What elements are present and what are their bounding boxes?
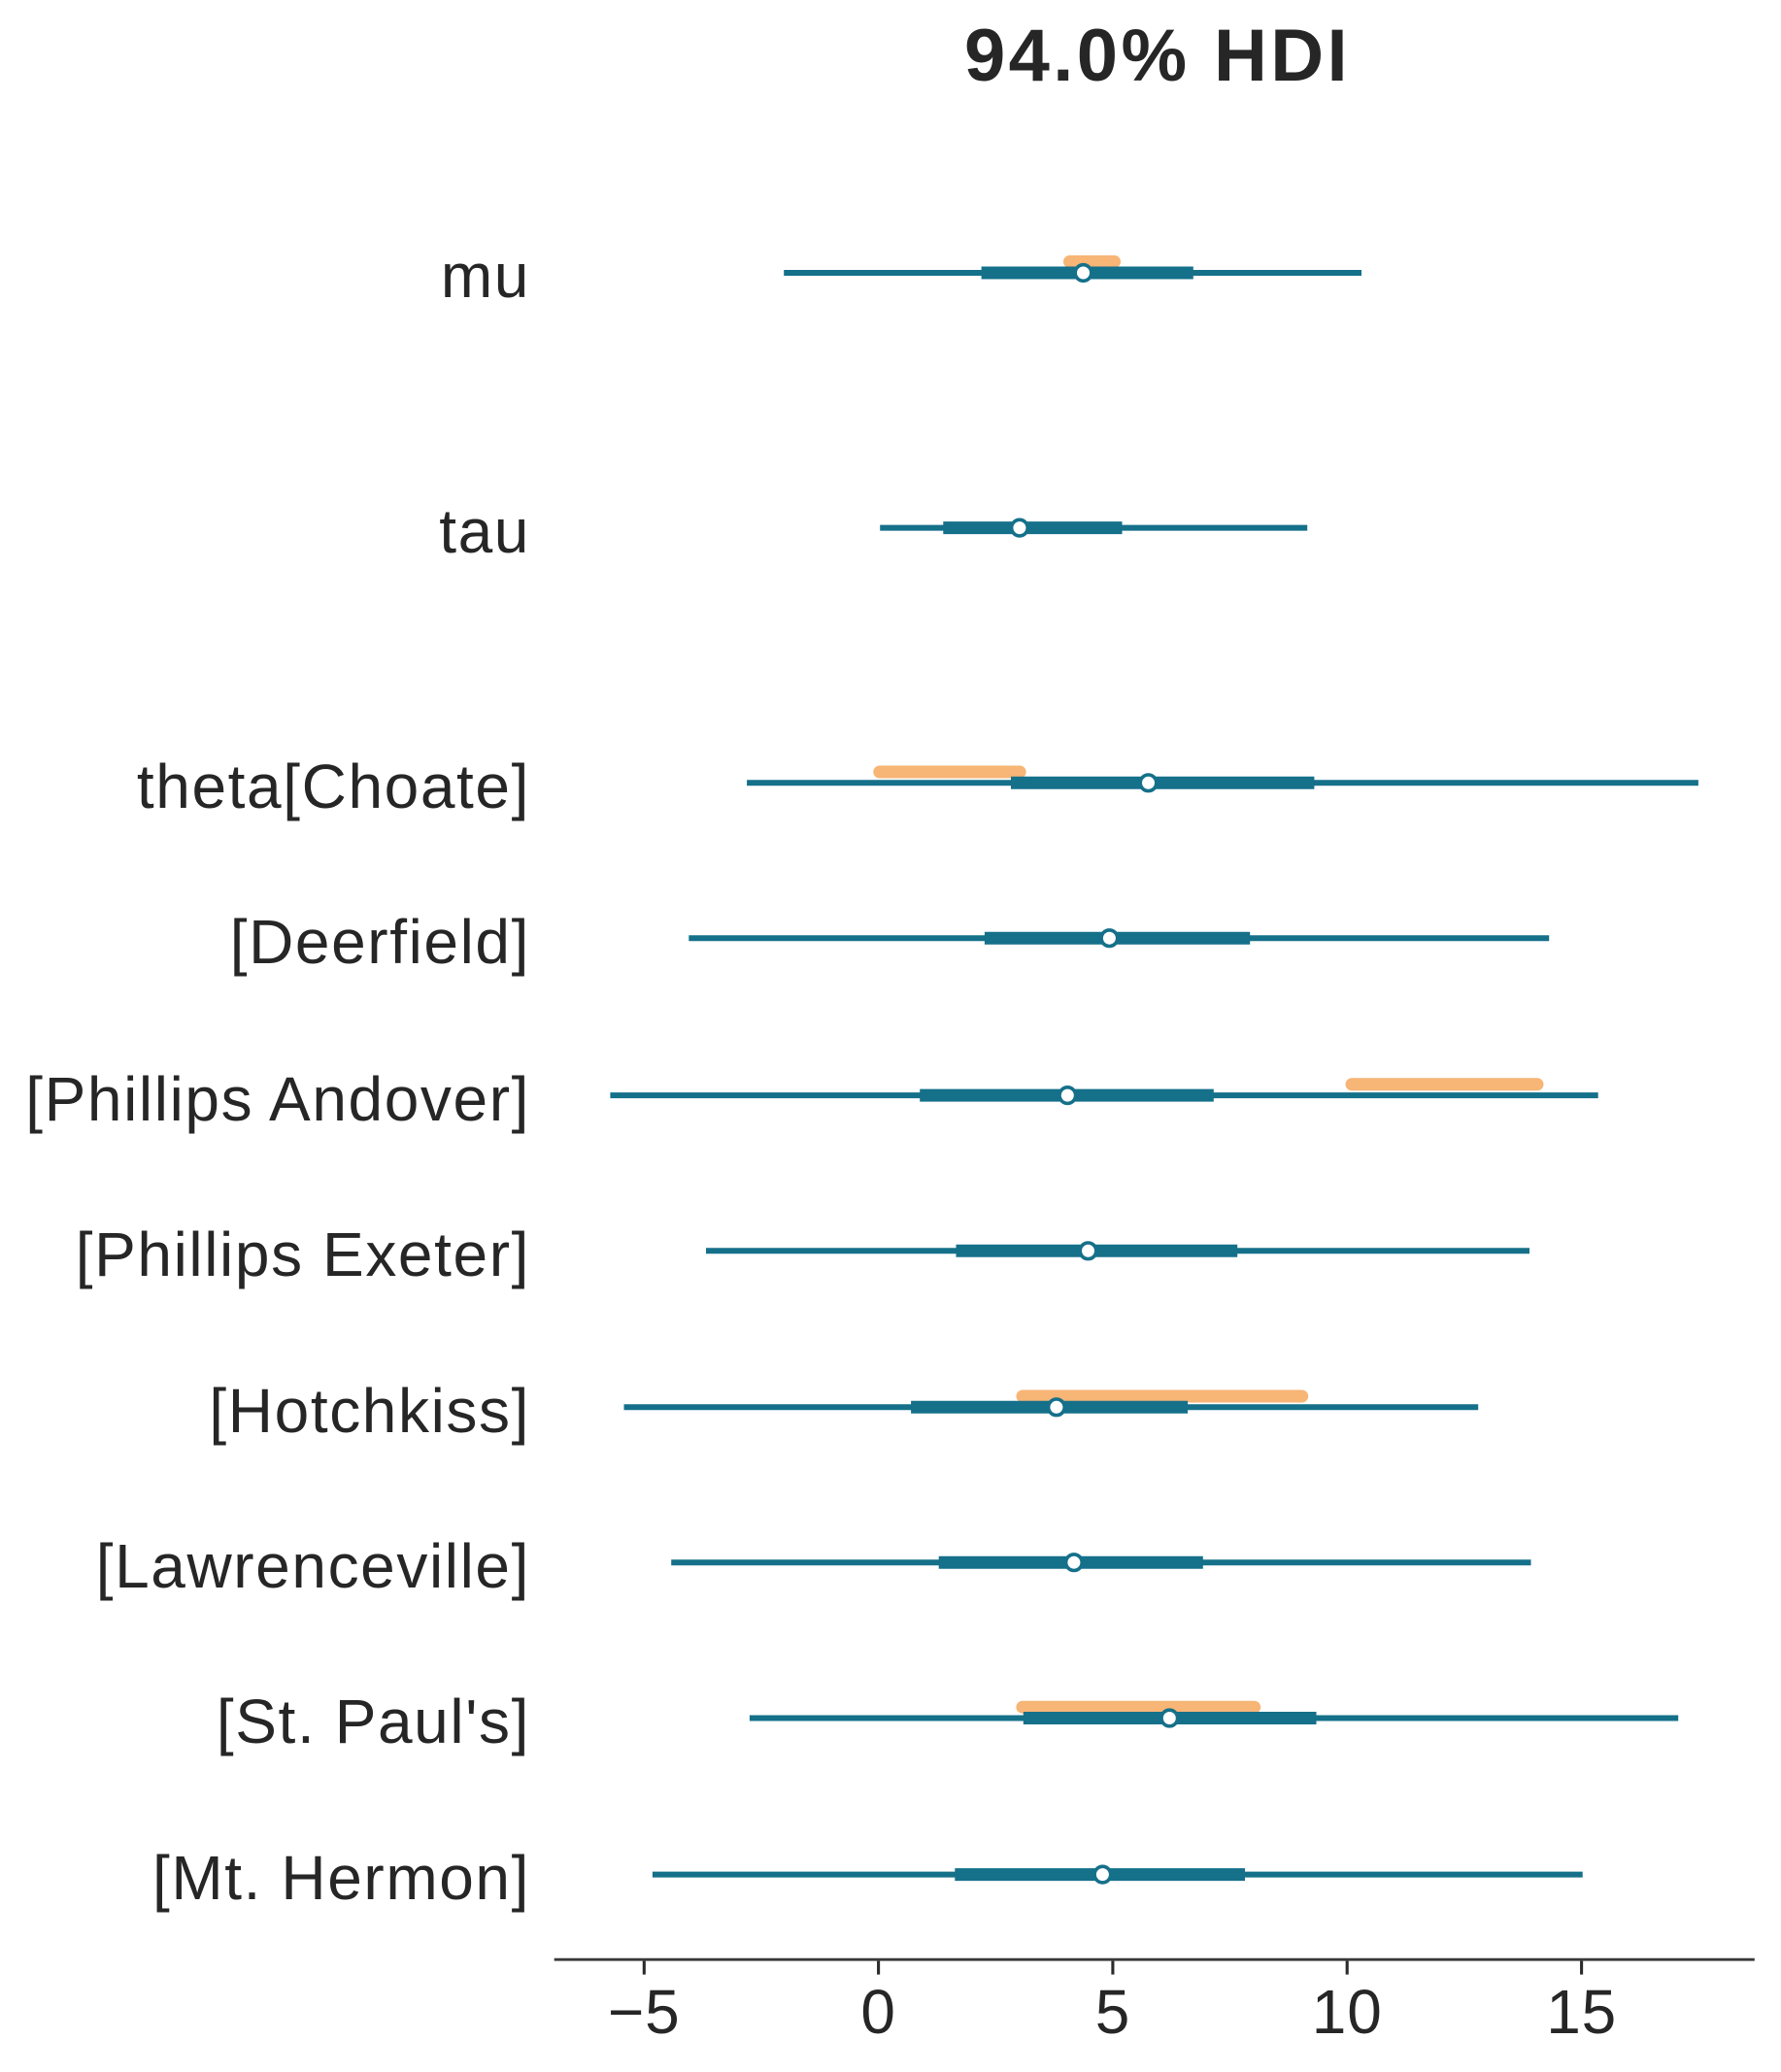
svg-text:[Phillips Andover]: [Phillips Andover] bbox=[25, 1064, 530, 1134]
svg-text:[Mt. Hermon]: [Mt. Hermon] bbox=[152, 1843, 530, 1913]
svg-text:10: 10 bbox=[1312, 1977, 1383, 2047]
svg-text:mu: mu bbox=[441, 241, 530, 311]
svg-text:[Phillips Exeter]: [Phillips Exeter] bbox=[76, 1220, 530, 1289]
svg-text:tau: tau bbox=[439, 496, 530, 566]
svg-text:94.0% HDI: 94.0% HDI bbox=[964, 15, 1351, 97]
svg-text:[Lawrenceville]: [Lawrenceville] bbox=[96, 1531, 530, 1601]
svg-text:5: 5 bbox=[1095, 1977, 1130, 2047]
svg-text:15: 15 bbox=[1546, 1977, 1617, 2047]
svg-text:−5: −5 bbox=[608, 1977, 681, 2047]
svg-text:0: 0 bbox=[860, 1977, 895, 2047]
svg-text:[St. Paul's]: [St. Paul's] bbox=[217, 1687, 530, 1756]
svg-text:[Deerfield]: [Deerfield] bbox=[230, 907, 530, 977]
svg-text:theta[Choate]: theta[Choate] bbox=[137, 752, 530, 821]
svg-text:[Hotchkiss]: [Hotchkiss] bbox=[209, 1376, 530, 1446]
